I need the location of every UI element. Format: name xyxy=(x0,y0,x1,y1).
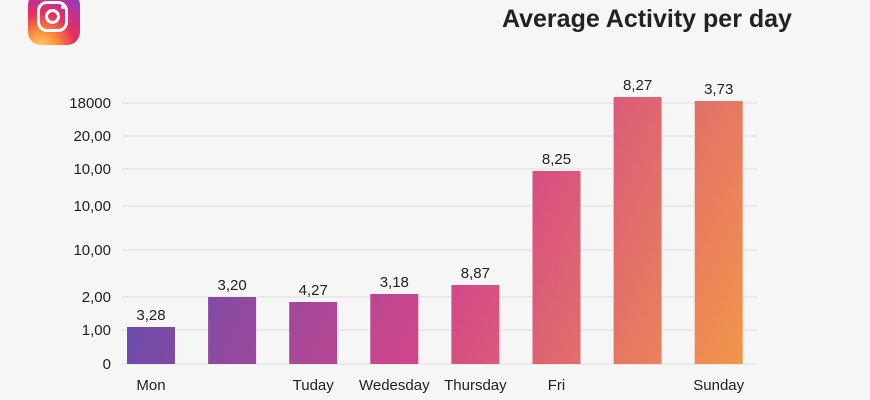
y-tick-label: 10,00 xyxy=(73,198,111,215)
bar xyxy=(370,294,419,364)
bar xyxy=(613,97,662,364)
bar xyxy=(127,327,175,364)
y-tick-label: 1,00 xyxy=(82,322,111,339)
bar xyxy=(289,302,338,364)
data-label: 8,87 xyxy=(461,265,490,282)
data-label: 4,27 xyxy=(299,282,328,299)
x-tick-label: Mon xyxy=(136,377,165,394)
data-label: 3,28 xyxy=(136,307,165,324)
data-label: 8,27 xyxy=(623,77,652,94)
x-tick-label: Fri xyxy=(548,377,566,394)
bar xyxy=(694,101,743,364)
y-tick-label: 20,00 xyxy=(73,128,111,145)
data-label: 8,25 xyxy=(542,151,571,168)
instagram-logo xyxy=(28,0,80,45)
data-label: 3,73 xyxy=(704,81,733,98)
data-label: 3,20 xyxy=(217,277,246,294)
y-tick-label: 10,00 xyxy=(73,242,111,259)
bar xyxy=(451,285,500,364)
x-tick-label: Tuday xyxy=(293,377,335,394)
x-tick-label: Thursday xyxy=(444,377,507,394)
y-tick-label: 2,00 xyxy=(82,289,111,306)
y-tick-label: 0 xyxy=(103,356,111,373)
x-tick-label: Sunday xyxy=(693,377,744,394)
y-tick-label: 18000 xyxy=(69,95,111,112)
data-label: 3,18 xyxy=(380,274,409,291)
chart-title: Average Activity per day xyxy=(502,5,792,33)
x-tick-label: Wedesday xyxy=(359,377,430,394)
bar xyxy=(532,171,581,364)
y-tick-label: 10,00 xyxy=(73,161,111,178)
bar xyxy=(208,297,257,364)
